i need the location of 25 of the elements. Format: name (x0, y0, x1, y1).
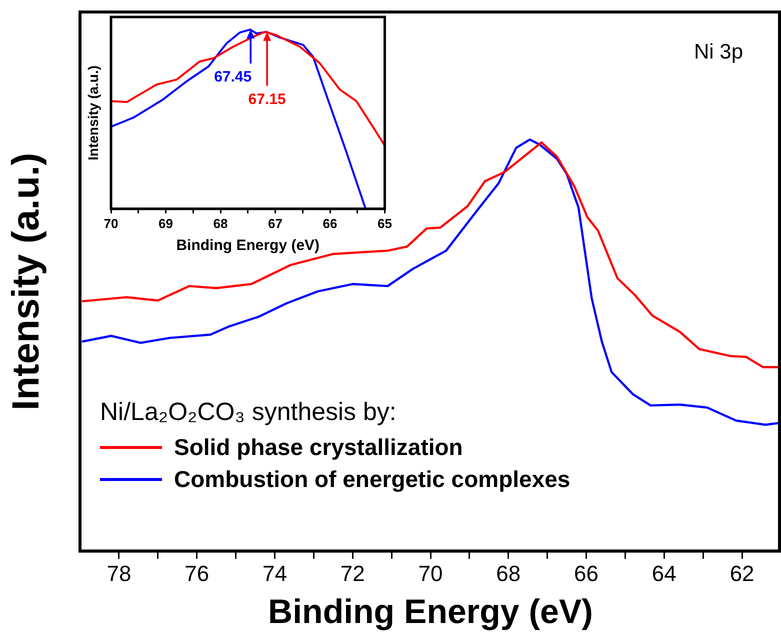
x-tick-label: 68 (213, 216, 228, 231)
x-tick-label: 74 (262, 561, 287, 586)
legend-label: Solid phase crystallization (174, 434, 463, 460)
y-axis-title: Intensity (a.u.) (84, 65, 101, 160)
x-axis-title: Binding Energy (eV) (268, 592, 593, 631)
text: Ni 3p (694, 40, 743, 64)
annotation: 67.45 (214, 68, 252, 86)
legend-label: Combustion of energetic complexes (174, 466, 570, 492)
x-axis-title: Binding Energy (eV) (176, 237, 320, 254)
x-tick-label: 66 (574, 561, 599, 586)
y-axis-title: Intensity (a.u.) (5, 152, 48, 410)
x-tick-label: 66 (322, 216, 338, 231)
legend-title: Ni/La₂O₂CO₃ synthesis by: (100, 398, 398, 427)
x-tick-label: 64 (652, 561, 676, 586)
x-tick-label: 78 (106, 561, 132, 586)
x-tick-label: 76 (184, 561, 210, 586)
x-tick-label: 62 (730, 561, 754, 586)
x-tick-label: 72 (340, 561, 365, 586)
x-tick-label: 68 (496, 561, 521, 586)
annotation: 67.15 (248, 91, 286, 108)
x-tick-label: 67 (268, 216, 282, 231)
x-tick-label: 70 (418, 561, 443, 586)
x-tick-label: 70 (104, 216, 118, 231)
x-tick-label: 69 (158, 216, 173, 231)
x-tick-label: 65 (378, 216, 392, 231)
